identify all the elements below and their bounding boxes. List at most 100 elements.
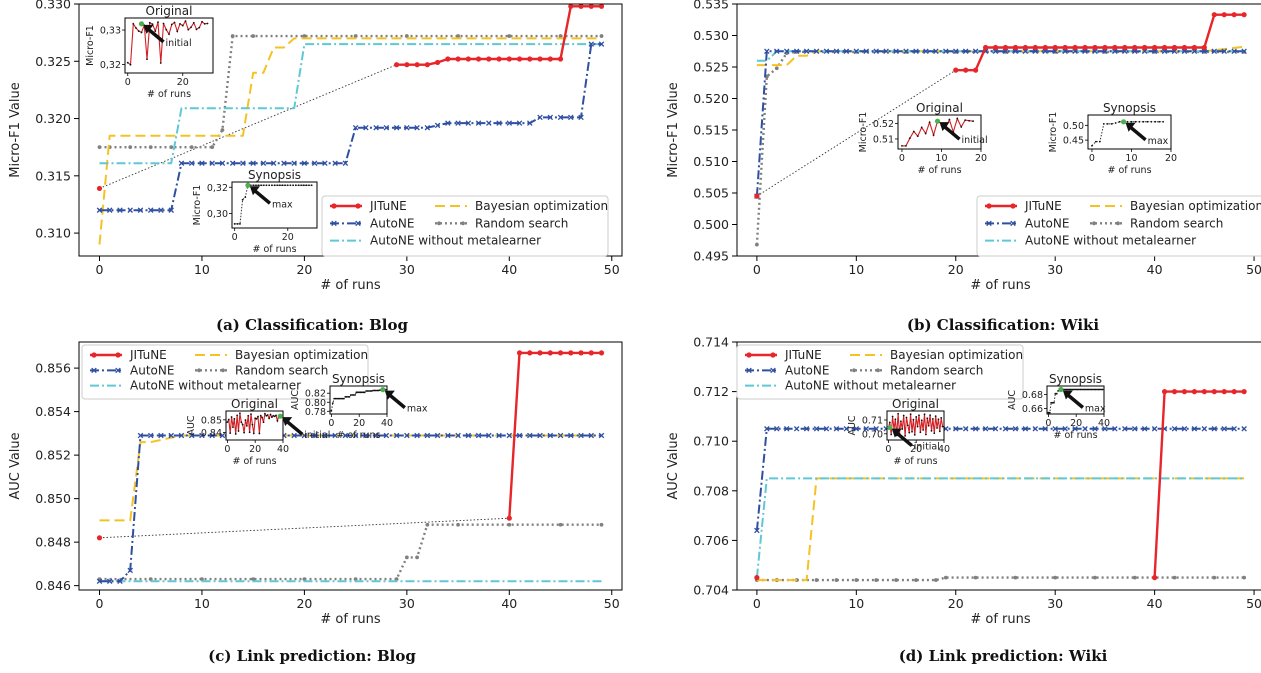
- y-tick-label: 0.505: [693, 186, 729, 201]
- data-point: [823, 48, 830, 55]
- inset-frame: [124, 17, 214, 74]
- data-point: [1102, 44, 1108, 51]
- inset-point: [151, 23, 154, 26]
- data-point: [1142, 44, 1148, 51]
- inset-title: Original: [146, 4, 193, 18]
- data-point: [456, 522, 460, 527]
- data-point: [383, 124, 390, 131]
- inset-point: [257, 415, 259, 418]
- inset-point: [1150, 120, 1153, 123]
- inset-y-tick-label: 0.66: [1022, 404, 1043, 415]
- inset-point: [1138, 120, 1141, 123]
- inset-point: [1086, 388, 1089, 391]
- inset-point: [936, 427, 938, 429]
- data-point: [1132, 44, 1138, 51]
- data-point: [1151, 426, 1158, 432]
- data-point: [854, 578, 859, 582]
- inset-point: [926, 417, 929, 420]
- y-tick-label: 0.706: [693, 533, 729, 548]
- inset-y-tick-label: 0,30: [207, 209, 228, 220]
- inset-point: [230, 416, 233, 418]
- legend-box: [736, 344, 1024, 400]
- inset-point: [352, 394, 355, 396]
- legend-label-bayes: Bayesian optimization: [1130, 199, 1261, 213]
- inset-point: [905, 416, 908, 419]
- data-point: [1012, 426, 1019, 432]
- inset-x-tick-label: 0: [885, 444, 891, 455]
- data-point: [973, 575, 978, 580]
- inset-title: Original: [892, 397, 939, 411]
- chart-b: 0 10 20 30 40 500.4950.5000.5050.5100.5150.52…: [666, 0, 1261, 334]
- inset-point: [912, 130, 915, 133]
- data-point: [557, 350, 564, 356]
- data-point: [537, 350, 543, 356]
- legend: JITuNE Bayesian optimization AutoNE Random …: [976, 195, 1261, 257]
- data-point: [598, 350, 605, 356]
- inset-point: [190, 26, 192, 29]
- x-axis-label: # of runs: [970, 278, 1031, 293]
- inset-x-tick-label: 0: [125, 77, 131, 88]
- legend-label-jitune: JITuNE: [1024, 199, 1062, 213]
- inset-point: [1064, 388, 1066, 391]
- inset-synopsis: Synopsis 0 20 40 0.780.800.82 # of runs AUC max: [290, 372, 428, 441]
- inset-point: [361, 391, 363, 394]
- data-point: [424, 62, 430, 68]
- x-tick-label: 20: [948, 596, 964, 611]
- inset-point: [1106, 122, 1109, 125]
- data-point: [1171, 48, 1178, 55]
- data-point: [599, 522, 604, 527]
- data-point: [1093, 575, 1097, 580]
- data-point: [1241, 426, 1247, 432]
- inset-point: [232, 426, 234, 429]
- inset-x-tick-label: 0: [328, 418, 334, 429]
- legend-label-autone_nometa: AutoNE without metalearner: [370, 234, 541, 248]
- inset-y-label: AUC: [186, 415, 197, 435]
- inset-point: [201, 20, 203, 23]
- series-layer: [754, 389, 1247, 582]
- inset-point: [239, 412, 241, 415]
- series-random: [754, 575, 1247, 582]
- data-point: [527, 56, 533, 62]
- y-tick-label: 0.856: [35, 361, 71, 376]
- data-point: [547, 350, 553, 356]
- inset-point: [237, 430, 240, 432]
- data-point: [746, 367, 752, 374]
- inset-point: [924, 132, 927, 135]
- data-point: [1211, 12, 1217, 18]
- series-bayes: [98, 37, 602, 245]
- data-point: [568, 432, 574, 439]
- series-autone_nometa: [756, 50, 1245, 62]
- data-point: [1221, 12, 1227, 18]
- data-point: [445, 56, 451, 62]
- data-point: [434, 122, 441, 129]
- inset-point: [179, 22, 181, 25]
- data-point: [455, 120, 461, 126]
- data-point: [923, 48, 929, 55]
- data-point: [770, 367, 776, 374]
- data-point: [1242, 575, 1247, 580]
- data-point: [943, 48, 949, 55]
- inset-point: [904, 434, 906, 437]
- inset-point: [906, 424, 909, 427]
- data-point: [352, 124, 359, 131]
- data-point: [221, 368, 225, 373]
- inset-point: [276, 184, 279, 187]
- data-point: [97, 145, 102, 150]
- y-tick-label: 0.854: [35, 404, 71, 419]
- series-jitune: [754, 193, 760, 199]
- data-point: [168, 207, 174, 213]
- data-point: [158, 432, 164, 439]
- inset-point: [933, 432, 936, 435]
- data-point: [754, 193, 760, 199]
- inset-point: [913, 433, 916, 436]
- inset-point: [362, 391, 365, 394]
- inset-point: [940, 417, 943, 419]
- data-point: [200, 577, 204, 582]
- inset-original: Original 0 10 20 0.51 0.52 # of runs Micro-F1 in…: [858, 101, 988, 176]
- inset-point: [254, 417, 257, 420]
- data-point: [883, 48, 889, 55]
- inset-point: [137, 30, 140, 32]
- data-point: [475, 120, 482, 126]
- data-point: [1181, 44, 1188, 51]
- series-jitune: [394, 4, 605, 68]
